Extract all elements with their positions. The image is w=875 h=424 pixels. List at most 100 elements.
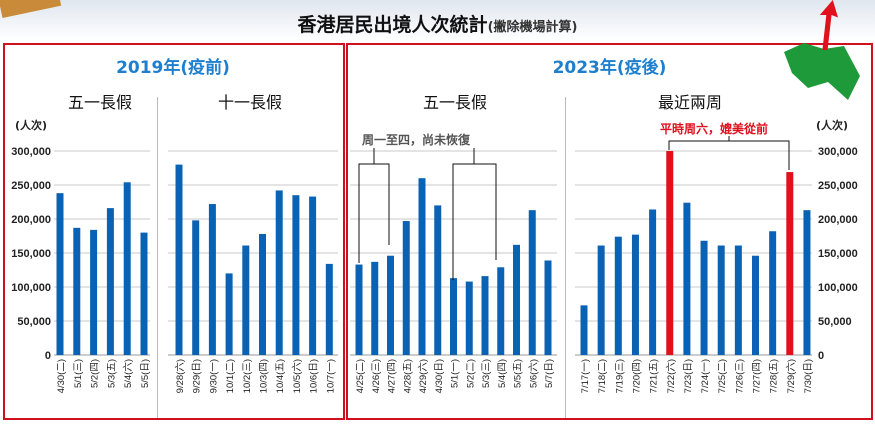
bar bbox=[418, 178, 426, 355]
y-tick-label: 50,000 bbox=[818, 316, 852, 328]
bar bbox=[402, 221, 410, 355]
x-tick-label: 7/22(六) bbox=[665, 359, 677, 393]
x-tick-label: 5/4(六) bbox=[122, 359, 134, 388]
x-tick-label: 10/1(二) bbox=[225, 359, 236, 393]
bar bbox=[56, 193, 64, 355]
x-tick-label: 5/1(一) bbox=[450, 359, 461, 388]
x-tick-label: 4/29(六) bbox=[417, 359, 429, 393]
y-tick-label: 300,000 bbox=[11, 146, 51, 158]
x-tick-label: 7/20(四) bbox=[631, 359, 642, 393]
chart-title: 十一長假 bbox=[217, 93, 282, 112]
x-tick-label: 10/2(三) bbox=[242, 359, 253, 393]
bar bbox=[450, 278, 457, 355]
x-tick-label: 4/28(五) bbox=[402, 359, 413, 393]
bar bbox=[769, 231, 777, 355]
bar bbox=[259, 233, 266, 355]
bar bbox=[73, 227, 81, 355]
x-tick-label: 9/28(六) bbox=[174, 359, 186, 393]
x-tick-label: 7/24(一) bbox=[700, 359, 711, 393]
x-tick-label: 7/19(三) bbox=[614, 359, 625, 393]
title-text: 香港居民出境人次統計 bbox=[297, 14, 488, 36]
x-tick-label: 7/29(六) bbox=[785, 359, 797, 393]
bar bbox=[175, 164, 183, 355]
chart-title: 五一長假 bbox=[67, 93, 132, 112]
y-tick-label: 100,000 bbox=[11, 282, 51, 294]
x-tick-label: 7/27(四) bbox=[752, 359, 763, 393]
era-title-2019: 2019年(疫前) bbox=[116, 58, 230, 78]
y-unit-left: (人次) bbox=[15, 119, 48, 132]
bar bbox=[325, 263, 333, 355]
bar bbox=[309, 196, 317, 355]
x-tick-label: 5/5(五) bbox=[513, 359, 524, 388]
x-tick-label: 7/25(二) bbox=[717, 359, 728, 393]
x-tick-label: 9/29(日) bbox=[192, 359, 203, 393]
bar bbox=[481, 276, 489, 355]
bar bbox=[528, 210, 536, 355]
x-tick-label: 7/28(五) bbox=[769, 359, 780, 393]
y-tick-label: 150,000 bbox=[11, 248, 51, 260]
x-tick-label: 4/30(二) bbox=[56, 359, 67, 393]
bar bbox=[497, 267, 505, 355]
bar bbox=[242, 245, 250, 355]
bar bbox=[786, 172, 794, 355]
era-title-2023: 2023年(疫後) bbox=[552, 58, 667, 78]
x-tick-label: 5/7(日) bbox=[544, 359, 555, 388]
y-tick-label: 250,000 bbox=[818, 180, 858, 192]
bracket-weekday bbox=[358, 163, 390, 263]
x-tick-label: 10/3(四) bbox=[259, 359, 270, 393]
bar bbox=[123, 182, 131, 355]
bar bbox=[192, 220, 200, 355]
chart-title: 五一長假 bbox=[422, 93, 487, 112]
bar bbox=[90, 229, 98, 355]
x-tick-label: 4/27(四) bbox=[387, 359, 398, 393]
x-tick-label: 4/25(二) bbox=[355, 359, 366, 393]
y-tick-label: 50,000 bbox=[17, 316, 51, 328]
y-tick-label: 200,000 bbox=[11, 214, 51, 226]
x-tick-label: 5/3(三) bbox=[481, 359, 492, 388]
bar bbox=[597, 245, 605, 355]
x-tick-label: 7/26(三) bbox=[734, 359, 745, 393]
x-tick-label: 10/4(五) bbox=[275, 359, 286, 393]
bar bbox=[717, 245, 725, 355]
bar bbox=[649, 209, 657, 355]
y-unit-right: (人次) bbox=[816, 119, 849, 132]
bar bbox=[700, 240, 708, 355]
bar bbox=[544, 260, 552, 355]
bar bbox=[734, 245, 742, 355]
x-tick-label: 7/30(日) bbox=[803, 359, 814, 393]
y-tick-label: 0 bbox=[818, 350, 824, 362]
bar bbox=[355, 264, 363, 355]
bar bbox=[292, 195, 300, 355]
x-tick-label: 5/5(日) bbox=[140, 359, 151, 388]
y-tick-label: 300,000 bbox=[818, 146, 858, 158]
bar bbox=[140, 232, 148, 355]
annotation-weekday: 周一至四，尚未恢復 bbox=[362, 133, 471, 147]
x-tick-label: 4/26(三) bbox=[371, 359, 382, 393]
page-title: 香港居民出境人次統計(撇除機場計算) bbox=[0, 10, 875, 37]
x-tick-label: 5/4(四) bbox=[497, 359, 508, 388]
bar bbox=[614, 236, 622, 355]
y-tick-label: 0 bbox=[45, 350, 51, 362]
x-tick-label: 7/17(一) bbox=[580, 359, 591, 393]
bracket-saturday bbox=[668, 140, 790, 170]
bar bbox=[434, 205, 442, 355]
bar bbox=[580, 305, 588, 355]
chart-title: 最近兩周 bbox=[657, 93, 722, 112]
x-tick-label: 5/6(六) bbox=[527, 359, 539, 388]
y-tick-label: 150,000 bbox=[818, 248, 858, 260]
divider bbox=[157, 97, 158, 418]
annotation-saturday: 平時周六，媲美從前 bbox=[660, 122, 769, 136]
bar bbox=[387, 255, 394, 355]
bar bbox=[803, 210, 811, 355]
x-tick-label: 10/7(一) bbox=[325, 359, 336, 393]
bar bbox=[666, 151, 674, 355]
bar bbox=[208, 204, 216, 355]
x-tick-label: 9/30(一) bbox=[208, 359, 219, 393]
divider bbox=[565, 97, 566, 418]
x-tick-label: 5/3(五) bbox=[106, 359, 117, 388]
x-tick-label: 10/5(六) bbox=[291, 359, 303, 393]
x-tick-label: 5/2(四) bbox=[90, 359, 101, 388]
x-tick-label: 5/2(二) bbox=[465, 359, 476, 388]
x-tick-label: 7/23(日) bbox=[683, 359, 694, 393]
